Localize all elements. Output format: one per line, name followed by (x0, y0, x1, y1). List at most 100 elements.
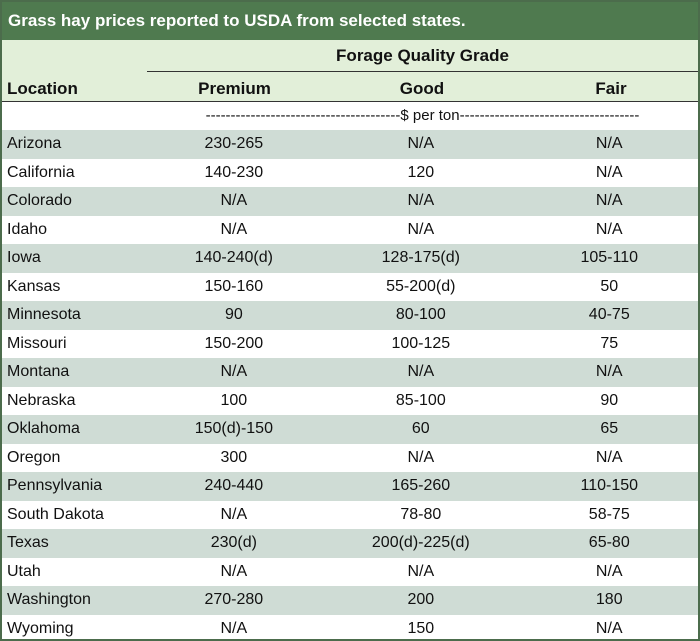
good-price-cell: 55-200(d) (386, 277, 456, 295)
table-row: Washington 270-280 200 180 (2, 586, 698, 615)
location-cell: Utah (7, 562, 41, 580)
premium-column-header: Premium (198, 79, 271, 98)
fair-price-cell: N/A (595, 562, 623, 580)
good-price-cell: 85-100 (395, 391, 446, 409)
fair-price-cell: 90 (600, 391, 619, 409)
premium-price-cell: 100 (220, 391, 248, 409)
premium-price-cell: N/A (220, 505, 248, 523)
location-cell: Wyoming (7, 619, 74, 637)
location-cell: South Dakota (7, 505, 104, 523)
fair-price-cell: N/A (595, 163, 623, 181)
premium-price-cell: 230(d) (210, 534, 257, 551)
fair-price-cell: N/A (595, 220, 623, 238)
fair-price-cell: 75 (600, 334, 619, 352)
fair-price-cell: N/A (595, 192, 623, 209)
table-row: Idaho N/A N/A N/A (2, 215, 698, 244)
premium-price-cell: N/A (220, 619, 248, 637)
location-cell: Oklahoma (7, 420, 80, 437)
fair-price-cell: 40-75 (588, 306, 630, 323)
location-column-header: Location (7, 79, 78, 98)
premium-price-cell: 150(d)-150 (194, 420, 273, 437)
table-row: South Dakota N/A 78-80 58-75 (2, 500, 698, 529)
forage-quality-grade-heading: Forage Quality Grade (336, 46, 509, 65)
table-row: Minnesota 90 80-100 40-75 (2, 301, 698, 330)
premium-price-cell: 300 (220, 448, 248, 466)
premium-price-cell: N/A (220, 363, 248, 380)
premium-price-cell: 270-280 (204, 591, 264, 608)
table-row: Utah N/A N/A N/A (2, 557, 698, 586)
location-cell: Idaho (7, 220, 48, 238)
location-cell: California (7, 163, 75, 181)
fair-price-cell: 50 (600, 277, 619, 295)
good-price-cell: N/A (407, 220, 435, 238)
premium-price-cell: 90 (224, 306, 243, 323)
fair-price-cell: N/A (595, 448, 623, 466)
table-row: Nebraska 100 85-100 90 (2, 386, 698, 415)
location-cell: Kansas (7, 277, 61, 295)
table-row: Kansas 150-160 55-200(d) 50 (2, 272, 698, 301)
premium-price-cell: N/A (220, 220, 248, 238)
table-row: Pennsylvania 240-440 165-260 110-150 (2, 472, 698, 501)
good-price-cell: 150 (407, 619, 435, 637)
good-price-cell: 78-80 (400, 505, 442, 523)
location-cell: Colorado (7, 192, 72, 209)
location-cell: Missouri (7, 334, 67, 352)
good-price-cell: 100-125 (391, 334, 451, 352)
table-row: Iowa 140-240(d) 128-175(d) 105-110 (2, 244, 698, 273)
table-row: Arizona 230-265 N/A N/A (2, 130, 698, 159)
good-price-cell: N/A (407, 562, 435, 580)
premium-price-cell: 140-230 (204, 163, 264, 181)
good-price-cell: 128-175(d) (381, 249, 460, 266)
location-cell: Montana (7, 363, 70, 380)
group-heading-divider (147, 71, 698, 72)
good-price-cell: N/A (407, 135, 435, 152)
location-cell: Washington (7, 591, 91, 608)
good-price-cell: N/A (407, 363, 435, 380)
table-row: California 140-230 120 N/A (2, 158, 698, 187)
unit-label-row: ---------------------------------------$… (2, 102, 698, 130)
premium-price-cell: 150-200 (204, 334, 264, 352)
table-row: Montana N/A N/A N/A (2, 358, 698, 387)
good-price-cell: 80-100 (395, 306, 446, 323)
fair-price-cell: N/A (595, 619, 623, 637)
header-divider (2, 101, 698, 102)
fair-price-cell: 110-150 (580, 477, 639, 494)
location-cell: Arizona (7, 135, 62, 152)
good-price-cell: 200(d)-225(d) (371, 534, 470, 551)
location-cell: Iowa (7, 249, 41, 266)
table-row: Missouri 150-200 100-125 75 (2, 329, 698, 358)
good-price-cell: N/A (407, 448, 435, 466)
fair-price-cell: 180 (595, 591, 623, 608)
table-row: Colorado N/A N/A N/A (2, 187, 698, 216)
table-header: Forage Quality Grade Location Premium Go… (2, 40, 698, 102)
location-cell: Nebraska (7, 391, 76, 409)
table-title: Grass hay prices reported to USDA from s… (2, 2, 698, 40)
good-price-cell: N/A (407, 192, 435, 209)
location-cell: Minnesota (7, 306, 81, 323)
table-row: Oklahoma 150(d)-150 60 65 (2, 415, 698, 444)
fair-column-header: Fair (595, 79, 627, 98)
premium-price-cell: N/A (220, 192, 248, 209)
table-body: Arizona 230-265 N/A N/A California 140-230 120… (2, 130, 698, 639)
location-cell: Oregon (7, 448, 61, 466)
premium-price-cell: 240-440 (204, 477, 264, 494)
premium-price-cell: N/A (220, 562, 248, 580)
table-row: Oregon 300 N/A N/A (2, 443, 698, 472)
premium-price-cell: 230-265 (204, 135, 264, 152)
fair-price-cell: 58-75 (588, 505, 630, 523)
good-column-header: Good (399, 79, 445, 98)
good-price-cell: 165-260 (391, 477, 451, 494)
premium-price-cell: 140-240(d) (194, 249, 273, 266)
good-price-cell: 200 (407, 591, 435, 608)
table-row: Wyoming N/A 150 N/A (2, 614, 698, 639)
fair-price-cell: 65-80 (588, 534, 630, 551)
table-row: Texas 230(d) 200(d)-225(d) 65-80 (2, 529, 698, 558)
fair-price-cell: 105-110 (580, 249, 639, 266)
location-cell: Pennsylvania (7, 477, 103, 494)
fair-price-cell: N/A (595, 363, 623, 380)
fair-price-cell: 65 (600, 420, 619, 437)
location-cell: Texas (7, 534, 49, 551)
good-price-cell: 60 (411, 420, 430, 437)
good-price-cell: 120 (407, 163, 435, 181)
